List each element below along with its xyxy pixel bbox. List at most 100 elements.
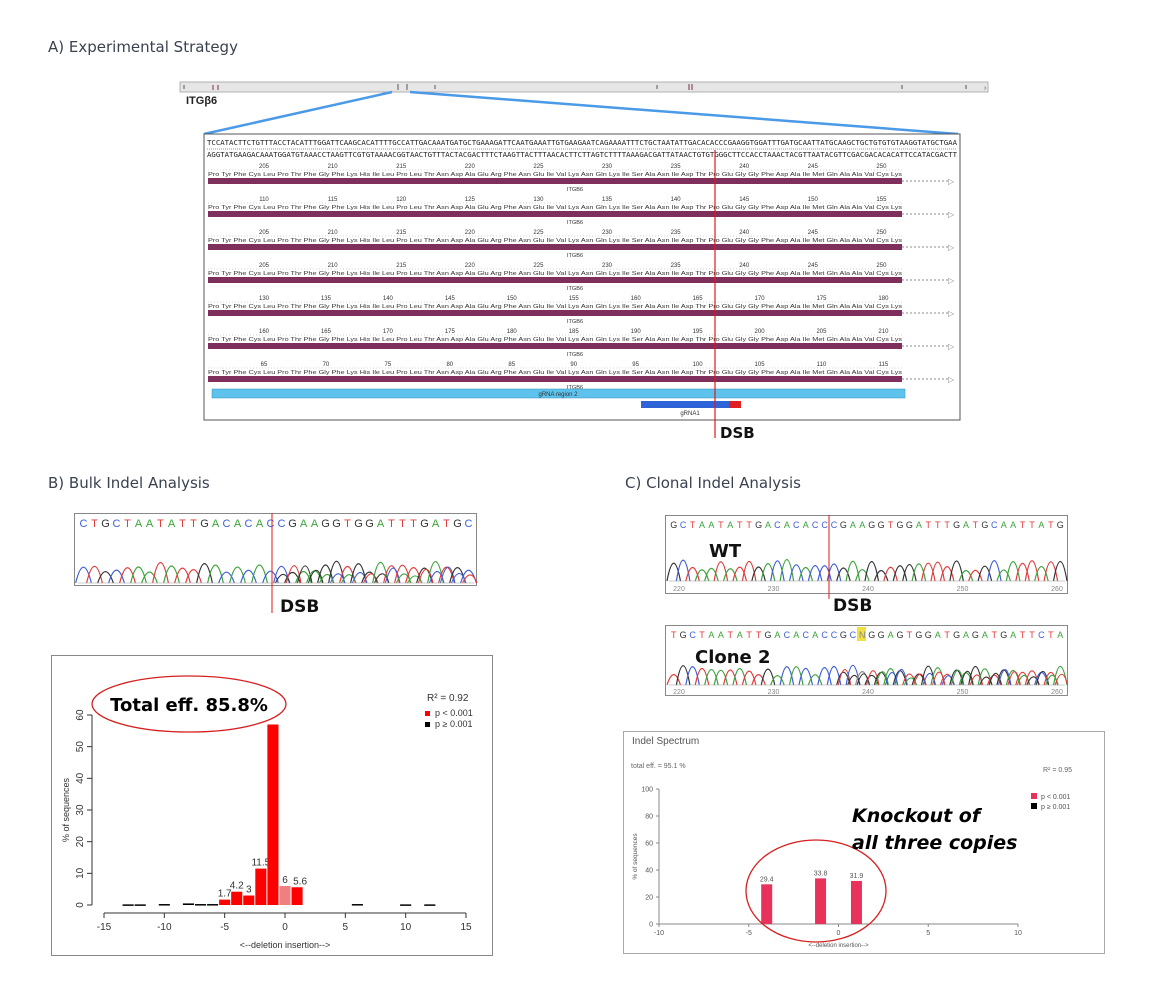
x-tick-label: 10 — [1014, 930, 1022, 937]
trace-peak — [675, 559, 691, 582]
base-call: A — [168, 518, 176, 530]
aa-sequence: Pro Tyr Phe Cys Leu Pro Thr Phe Gly Phe … — [208, 271, 902, 277]
legend-swatch — [1031, 803, 1037, 809]
trace-peak — [969, 674, 984, 686]
base-call: A — [963, 630, 969, 640]
aa-position-number: 215 — [396, 263, 407, 269]
bar — [761, 884, 773, 924]
trace-peak — [450, 572, 467, 584]
cds-bar — [208, 244, 902, 250]
base-call: C — [465, 518, 473, 530]
bar-value-label: 29.4 — [760, 876, 774, 883]
base-call: A — [1057, 630, 1063, 640]
base-call: G — [288, 518, 297, 530]
x-tick-label: 15 — [460, 922, 472, 933]
trace-peak — [883, 566, 898, 582]
bar — [351, 904, 363, 906]
trace-peak — [997, 668, 1012, 686]
base-call: G — [868, 630, 875, 640]
aa-position-number: 220 — [465, 164, 476, 170]
trace-peak — [911, 563, 927, 582]
trace-peak — [1026, 676, 1040, 686]
bar-value-label: 4.2 — [230, 881, 244, 892]
aa-position-number: 250 — [876, 230, 887, 236]
base-call: C — [1038, 630, 1045, 640]
section-a-title: A) Experimental Strategy — [48, 38, 238, 56]
base-call: A — [859, 520, 865, 530]
base-call: A — [234, 518, 242, 530]
trace-peak — [675, 665, 691, 686]
base-call: G — [915, 630, 922, 640]
dsb-label-c: DSB — [833, 596, 872, 615]
protein-track: 160 165 170 175 180 185 190 195 200 205 210 Pro Tyr… — [208, 329, 955, 358]
aa-position-number: 170 — [383, 329, 394, 335]
trace-peak — [685, 566, 700, 582]
trace-peak — [274, 573, 291, 584]
aa-position-number: 155 — [876, 197, 887, 203]
track-arrow-icon: ▷ — [948, 177, 955, 186]
legend-swatch — [425, 722, 430, 727]
trace-tick-label: 240 — [862, 586, 874, 593]
trace-peak — [428, 571, 445, 584]
legend-label: p < 0.001 — [435, 708, 473, 718]
annotation-ellipse — [91, 675, 287, 733]
clone2-label: Clone 2 — [695, 647, 771, 668]
base-call: G — [868, 520, 875, 530]
bar — [194, 904, 207, 906]
aa-position-number: 90 — [570, 362, 577, 368]
base-call: G — [840, 520, 847, 530]
trace-peak — [229, 566, 246, 584]
aa-position-number: 125 — [465, 197, 476, 203]
base-call: G — [953, 520, 960, 530]
aa-position-number: 190 — [631, 329, 642, 335]
y-tick-label: 30 — [75, 804, 86, 816]
base-call: T — [699, 630, 705, 640]
bar — [850, 880, 862, 924]
base-call: T — [992, 630, 998, 640]
x-tick-label: 0 — [282, 922, 288, 933]
genome-overview-bar — [179, 81, 989, 93]
base-call: C — [821, 520, 828, 530]
trace-peak — [968, 569, 983, 582]
trace-peak — [285, 565, 302, 584]
trace-peak — [873, 570, 889, 582]
legend-label: p ≥ 0.001 — [435, 719, 472, 729]
trace-peak — [751, 566, 766, 582]
trace-peak — [894, 668, 908, 686]
base-call: A — [850, 520, 856, 530]
trace-peak — [704, 668, 719, 686]
trace-peak — [174, 567, 191, 584]
trace-peak — [892, 565, 908, 582]
aa-position-number: 130 — [533, 197, 544, 203]
trace-peak — [913, 673, 927, 686]
cds-bar — [208, 343, 902, 349]
base-call: T — [888, 520, 894, 530]
trace-peak — [296, 565, 313, 584]
bar — [231, 891, 243, 905]
base-call: A — [718, 630, 724, 640]
base-call: T — [179, 518, 186, 530]
x-tick-label: -5 — [746, 930, 752, 937]
aa-position-number: 160 — [259, 329, 270, 335]
track-label: ITGB6 — [567, 385, 583, 391]
trace-peak — [666, 562, 682, 582]
trace-peak — [798, 667, 814, 686]
bar — [815, 878, 827, 924]
trace-peak — [417, 568, 434, 584]
aa-position-number: 100 — [693, 362, 704, 368]
dna-top-strand: TCCATACTTCTGTTTACCTACATTTGGATTCAAGCACATT… — [207, 138, 958, 147]
bar — [279, 886, 291, 905]
trace-peak — [977, 565, 993, 582]
trace-peak — [141, 571, 158, 584]
trace-peak — [864, 561, 880, 582]
trace-peak — [847, 674, 861, 686]
base-call: A — [963, 520, 969, 530]
base-call: C — [680, 520, 687, 530]
y-tick-label: 40 — [645, 868, 653, 875]
aa-position-number: 220 — [465, 263, 476, 269]
trace-peak — [97, 571, 114, 584]
aa-position-number: 85 — [508, 362, 515, 368]
aa-position-number: 145 — [445, 296, 456, 302]
